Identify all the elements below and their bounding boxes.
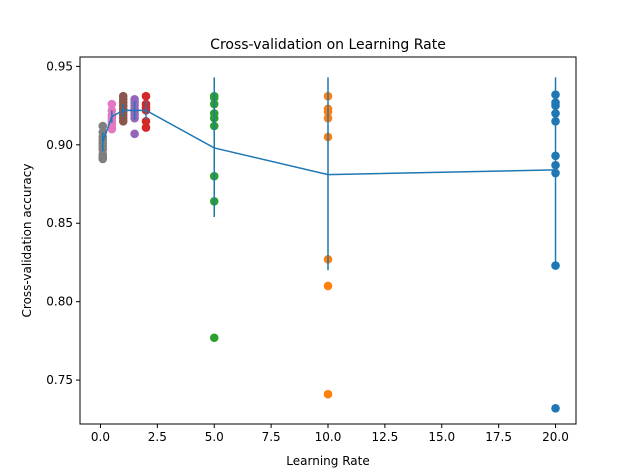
x-tick-label: 10.0	[315, 430, 342, 444]
scatter-point	[323, 389, 333, 399]
scatter-point	[107, 124, 117, 134]
x-tick-label: 15.0	[428, 430, 455, 444]
y-axis-label: Cross-validation accuracy	[20, 164, 34, 318]
y-tick-label: 0.85	[46, 216, 73, 230]
scatter-point	[141, 91, 151, 101]
mean-line	[102, 109, 556, 176]
x-tick-label: 20.0	[542, 430, 569, 444]
x-tick-label: 12.5	[372, 430, 399, 444]
scatter-point	[141, 117, 151, 126]
x-axis-label: Learning Rate	[286, 454, 369, 468]
x-tick-label: 0.0	[91, 430, 110, 444]
y-tick-label: 0.75	[46, 373, 73, 387]
scatter-point	[209, 333, 219, 343]
scatter-point	[107, 99, 117, 109]
scatter-point	[323, 281, 333, 291]
x-tick-label: 17.5	[485, 430, 512, 444]
x-tick-label: 7.5	[262, 430, 281, 444]
x-axis: 0.0 2.5 5.0 7.5 10.0 12.5 15.0 17.5 20.0	[91, 424, 569, 444]
plot-marks	[98, 77, 560, 413]
y-tick-label: 0.95	[46, 59, 73, 73]
scatter-point	[551, 404, 560, 413]
scatter-point	[98, 154, 108, 164]
y-tick-label: 0.90	[46, 138, 73, 152]
x-tick-label: 2.5	[148, 430, 167, 444]
scatter-point	[551, 261, 560, 270]
scatter-point	[118, 117, 128, 126]
x-tick-label: 5.0	[205, 430, 224, 444]
scatter-point	[98, 121, 108, 131]
y-tick-label: 0.80	[46, 295, 73, 309]
y-axis: 0.75 0.80 0.85 0.90 0.95	[46, 59, 80, 387]
chart-title: Cross-validation on Learning Rate	[210, 37, 446, 53]
scatter-point	[130, 129, 139, 139]
scatter-point	[141, 123, 151, 132]
